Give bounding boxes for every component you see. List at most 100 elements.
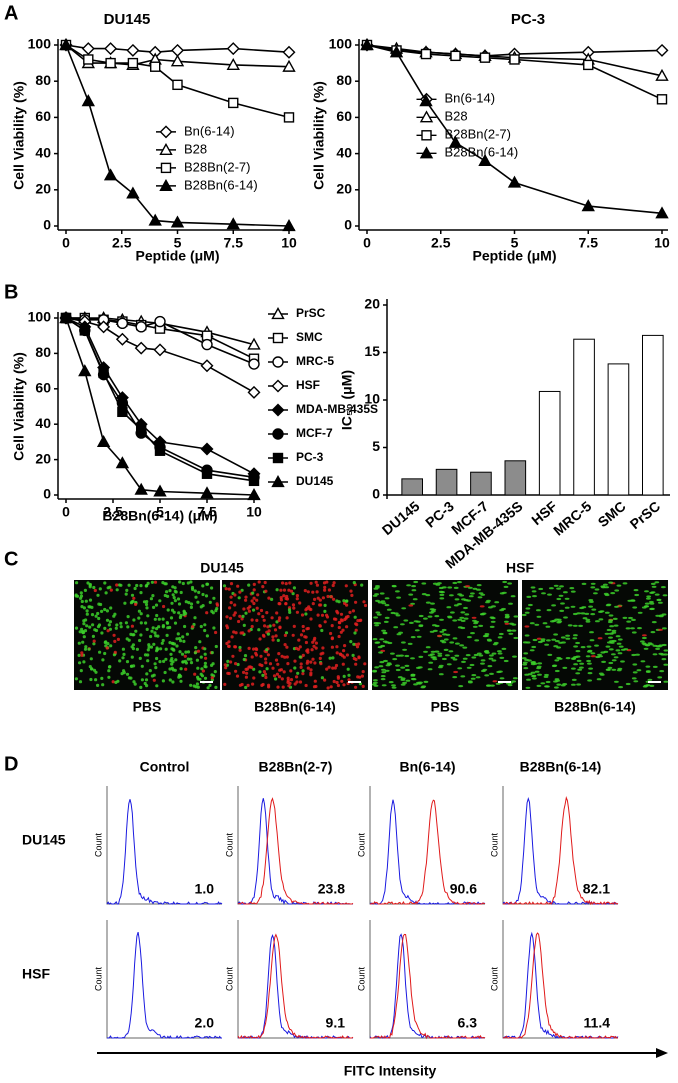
cell-dot bbox=[201, 584, 205, 588]
cell-dot bbox=[499, 677, 505, 680]
cell-dot bbox=[214, 644, 218, 649]
cell-dot bbox=[657, 676, 663, 679]
cell-dot bbox=[497, 652, 503, 655]
cell-dot bbox=[309, 607, 313, 612]
cell-dot bbox=[158, 660, 162, 664]
cell-dot bbox=[300, 613, 305, 617]
cell-dot bbox=[363, 603, 368, 608]
cell-dot bbox=[130, 624, 134, 628]
cell-dot bbox=[198, 640, 202, 644]
cell-dot bbox=[510, 595, 516, 598]
cell-dot bbox=[452, 619, 458, 622]
cell-dot bbox=[312, 644, 316, 648]
cell-dot bbox=[633, 680, 639, 683]
cell-dot bbox=[631, 677, 637, 680]
cell-dot bbox=[421, 685, 427, 688]
cell-dot bbox=[240, 588, 244, 592]
cell-dot bbox=[432, 624, 437, 627]
cell-dot bbox=[403, 619, 409, 622]
cell-dot bbox=[285, 655, 289, 659]
marker bbox=[126, 43, 140, 57]
y-tick-label: 20 bbox=[364, 296, 380, 312]
cell-dot bbox=[357, 656, 361, 660]
cell-dot bbox=[560, 636, 566, 639]
cell-dot bbox=[131, 633, 135, 637]
cell-dot bbox=[287, 606, 292, 610]
y-tick-label: 100 bbox=[329, 36, 353, 52]
y-tick-label: 0 bbox=[344, 217, 352, 233]
cell-dot bbox=[427, 615, 433, 618]
cell-dot bbox=[459, 644, 464, 647]
cell-dot bbox=[607, 666, 613, 670]
cell-dot bbox=[462, 646, 468, 649]
cell-dot bbox=[473, 653, 479, 657]
cell-dot bbox=[471, 616, 477, 619]
cell-dot bbox=[79, 594, 84, 598]
cell-dot bbox=[84, 618, 88, 622]
cell-dot bbox=[391, 584, 397, 588]
cell-dot bbox=[425, 646, 431, 649]
cell-dot bbox=[333, 666, 337, 670]
cell-dot bbox=[437, 634, 442, 638]
cell-dot bbox=[553, 645, 559, 648]
cell-dot bbox=[507, 582, 512, 585]
cell-dot bbox=[303, 635, 307, 639]
cell-dot bbox=[144, 678, 149, 682]
series-line bbox=[65, 317, 255, 482]
marker bbox=[81, 42, 95, 56]
x-tick-label: 10 bbox=[246, 504, 262, 520]
cell-dot bbox=[425, 594, 431, 597]
cell-dot bbox=[529, 649, 535, 652]
cell-dot bbox=[336, 683, 340, 688]
cell-dot bbox=[112, 614, 116, 618]
cell-dot bbox=[489, 672, 494, 676]
cell-dot bbox=[151, 626, 155, 630]
marker bbox=[115, 456, 130, 469]
cell-dot bbox=[282, 588, 287, 592]
cell-dot bbox=[616, 642, 622, 645]
cell-dot bbox=[388, 681, 394, 684]
cell-dot bbox=[418, 655, 424, 659]
cell-dot bbox=[449, 594, 454, 597]
cell-dot bbox=[165, 633, 169, 638]
cell-dot bbox=[247, 665, 251, 669]
marker bbox=[170, 54, 185, 67]
cell-dot bbox=[251, 591, 255, 595]
column-header: B28Bn(2-7) bbox=[259, 759, 333, 775]
cell-dot bbox=[96, 593, 100, 597]
cell-dot bbox=[554, 669, 560, 673]
cell-dot bbox=[114, 680, 118, 685]
cell-dot bbox=[205, 611, 209, 615]
cell-dot bbox=[78, 661, 82, 665]
cell-dot bbox=[346, 667, 350, 671]
marker bbox=[154, 315, 166, 328]
cell-dot bbox=[272, 623, 276, 627]
cell-dot bbox=[591, 608, 597, 611]
cell-dot bbox=[603, 592, 609, 596]
marker bbox=[134, 341, 148, 355]
cell-dot bbox=[240, 617, 244, 621]
cell-dot bbox=[618, 686, 623, 689]
cell-dot bbox=[240, 682, 244, 687]
cell-dot bbox=[463, 606, 468, 610]
cell-dot bbox=[491, 659, 497, 662]
cell-dot bbox=[203, 664, 207, 669]
cell-dot bbox=[590, 613, 596, 616]
cell-dot bbox=[453, 586, 459, 590]
cell-dot bbox=[375, 611, 381, 614]
cell-dot bbox=[323, 603, 327, 608]
legend-marker bbox=[421, 130, 432, 141]
cell-dot bbox=[91, 634, 95, 639]
cell-dot bbox=[133, 682, 137, 686]
cell-dot bbox=[304, 608, 308, 612]
cell-dot bbox=[410, 602, 415, 605]
cell-dot bbox=[213, 670, 217, 674]
cell-dot bbox=[467, 586, 473, 589]
cell-dot bbox=[570, 590, 576, 593]
cell-dot bbox=[591, 655, 596, 658]
cell-dot bbox=[430, 656, 436, 659]
cell-dot bbox=[554, 659, 560, 662]
cell-dot bbox=[468, 595, 474, 598]
cell-dot bbox=[321, 596, 325, 600]
